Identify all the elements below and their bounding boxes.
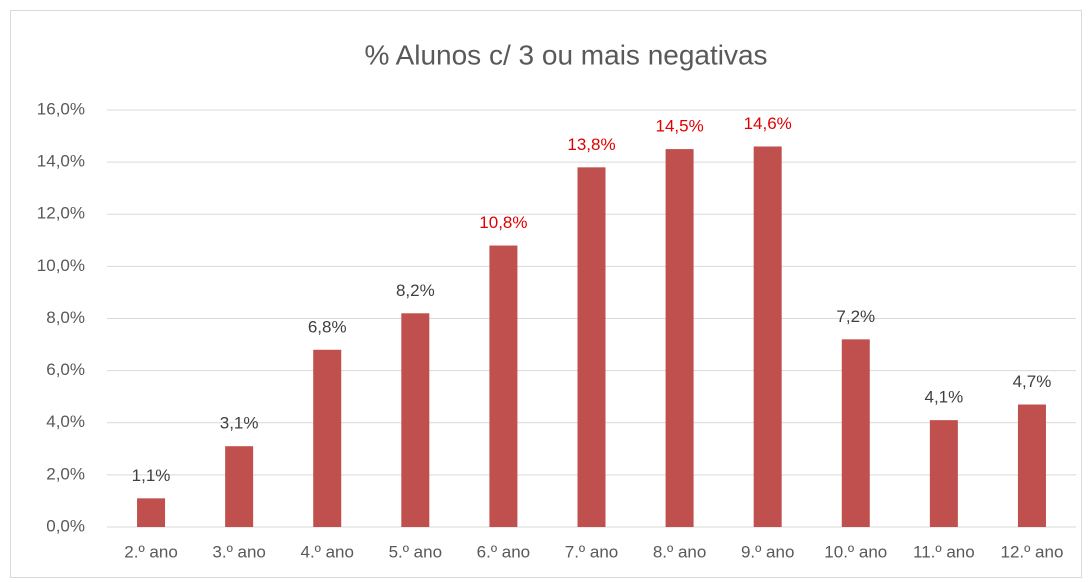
y-tick-label: 16,0% (37, 99, 85, 118)
bar (137, 498, 166, 527)
x-tick-label: 6.º ano (477, 542, 530, 561)
bar (489, 245, 518, 527)
x-tick-label: 8.º ano (653, 542, 706, 561)
x-tick-label: 5.º ano (389, 542, 442, 561)
x-tick-label: 9.º ano (741, 542, 794, 561)
value-label: 1,1% (132, 466, 171, 485)
x-tick-label: 3.º ano (212, 542, 265, 561)
y-tick-label: 12,0% (37, 204, 85, 223)
value-label: 14,5% (655, 117, 703, 136)
value-label: 4,7% (1013, 372, 1052, 391)
value-label: 3,1% (220, 414, 259, 433)
value-label: 10,8% (479, 213, 527, 232)
bar (665, 149, 694, 527)
value-label: 13,8% (567, 135, 615, 154)
value-label: 4,1% (924, 388, 963, 407)
bar (225, 446, 254, 527)
x-tick-label: 2.º ano (124, 542, 177, 561)
chart-border (10, 10, 1082, 578)
chart-title: % Alunos c/ 3 ou mais negativas (364, 39, 767, 70)
bar (1017, 404, 1046, 527)
bar (929, 420, 958, 527)
y-tick-label: 6,0% (46, 360, 85, 379)
bar (401, 313, 430, 527)
y-tick-label: 10,0% (37, 256, 85, 275)
bar (841, 339, 870, 527)
value-label: 6,8% (308, 317, 347, 336)
value-label: 7,2% (836, 307, 875, 326)
x-tick-label: 7.º ano (565, 542, 618, 561)
value-label: 14,6% (744, 114, 792, 133)
value-label: 8,2% (396, 281, 435, 300)
x-tick-label: 10.º ano (824, 542, 887, 561)
bar (577, 167, 606, 527)
x-tick-label: 11.º ano (913, 542, 975, 561)
bar (313, 349, 342, 527)
x-tick-label: 4.º ano (300, 542, 353, 561)
x-tick-label: 12.º ano (1000, 542, 1063, 561)
y-tick-label: 2,0% (46, 464, 85, 483)
y-tick-label: 4,0% (46, 412, 85, 431)
y-tick-label: 0,0% (46, 516, 85, 535)
y-tick-label: 14,0% (37, 152, 85, 171)
bar (753, 146, 782, 528)
y-tick-label: 8,0% (46, 308, 85, 327)
